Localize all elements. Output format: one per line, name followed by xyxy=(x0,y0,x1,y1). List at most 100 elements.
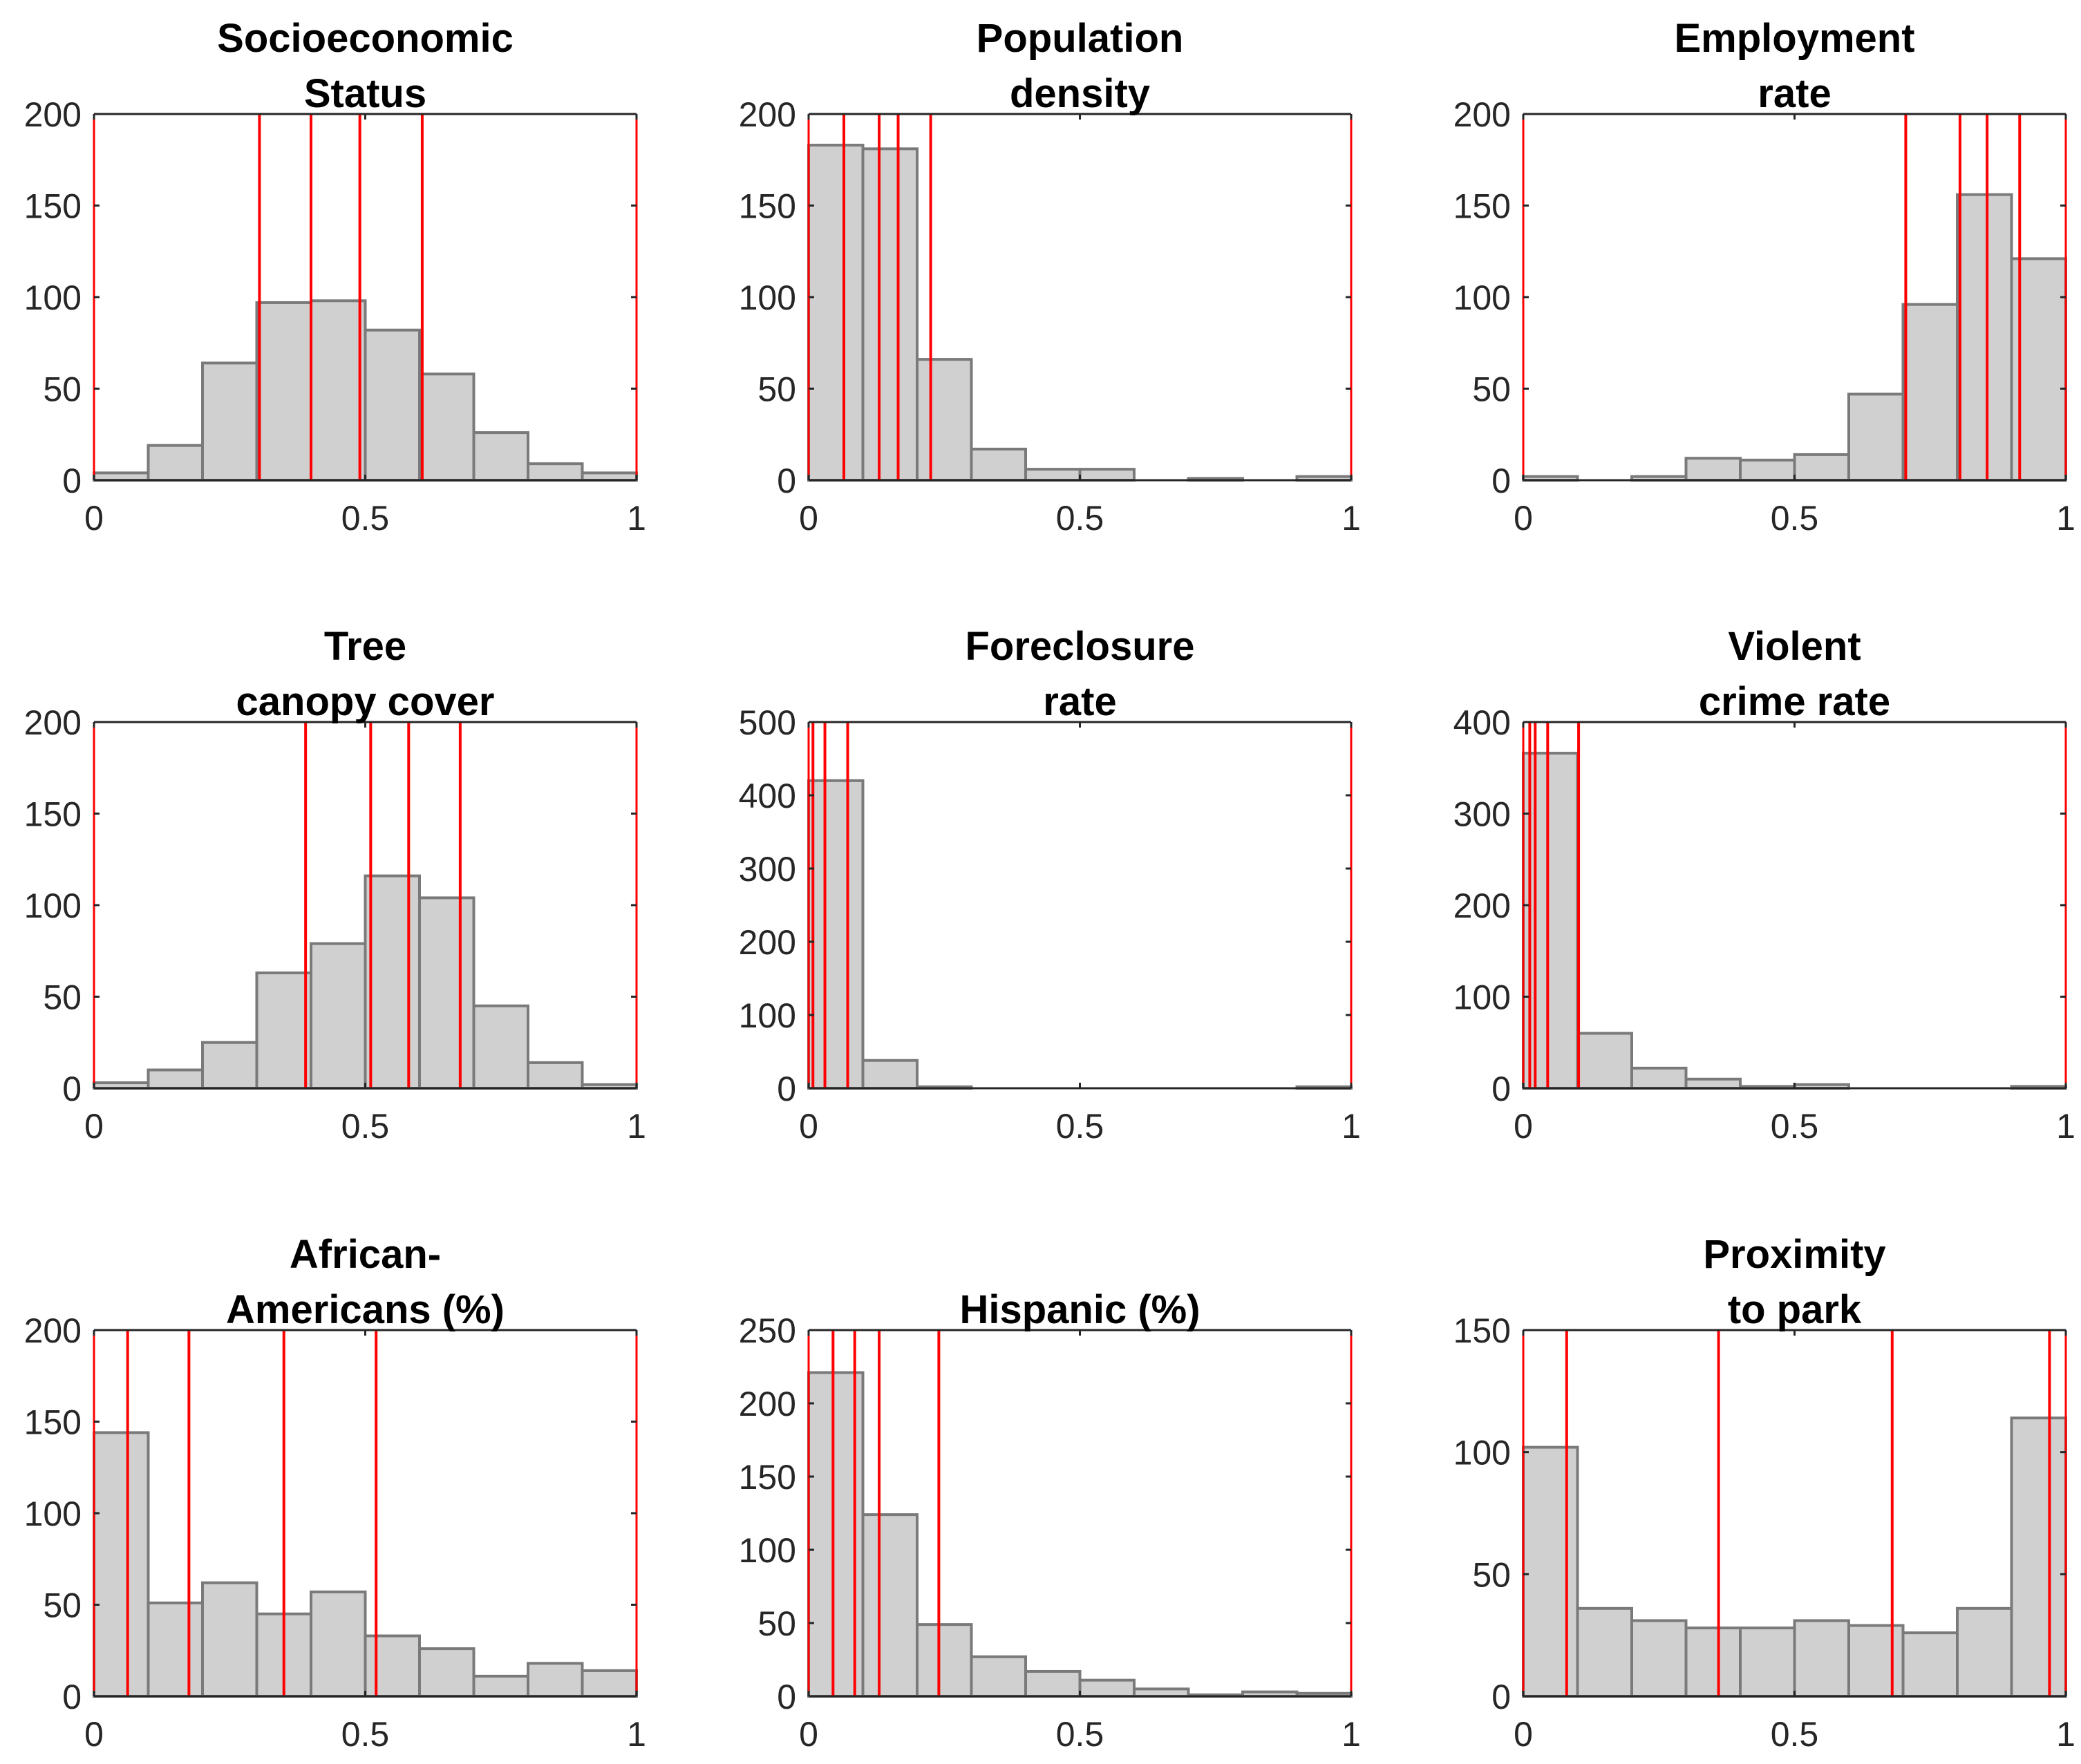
histogram-bar xyxy=(1739,1627,1796,1698)
x-tick-label: 0 xyxy=(84,1715,104,1754)
x-tick-label: 0 xyxy=(799,1107,818,1146)
y-tick-label: 100 xyxy=(739,996,796,1035)
x-tick-label: 1 xyxy=(627,499,646,538)
histogram-bar xyxy=(255,301,312,482)
histogram-panel: 0 100 200 300 400 500 0 0.5 1 Foreclosure rate xyxy=(739,624,1361,1146)
y-tick-label: 300 xyxy=(1453,795,1511,834)
y-tick-label: 500 xyxy=(739,703,796,742)
y-tick-label: 50 xyxy=(43,370,82,409)
histogram-panel: 0 50 100 150 200 250 0 0.5 1 Hispanic (%) xyxy=(739,1287,1361,1754)
histogram-panel: 0 50 100 150 0 0.5 1 Proximity to park xyxy=(1453,1232,2075,1754)
histogram-bar xyxy=(1684,1627,1742,1698)
chart-title: density xyxy=(1010,71,1150,116)
y-tick-label: 0 xyxy=(62,1678,82,1716)
y-tick-label: 150 xyxy=(24,795,82,834)
y-tick-label: 50 xyxy=(757,1604,796,1643)
y-tick-label: 300 xyxy=(739,850,796,889)
histogram-bar xyxy=(527,462,584,482)
y-tick-label: 250 xyxy=(739,1311,796,1350)
histogram-bar xyxy=(1630,1619,1688,1698)
histogram-bar xyxy=(1847,392,1905,482)
x-tick-label: 0.5 xyxy=(341,1107,390,1146)
x-tick-label: 1 xyxy=(2056,1715,2075,1754)
x-tick-label: 0.5 xyxy=(341,1715,390,1754)
histogram-bar xyxy=(1024,468,1082,482)
chart-title: Socioeconomic xyxy=(217,16,514,61)
histogram-panel: 0 50 100 150 200 0 0.5 1 African- Americans (%) xyxy=(24,1232,646,1754)
chart-title: to park xyxy=(1728,1287,1862,1332)
y-tick-label: 50 xyxy=(43,1586,82,1625)
y-tick-label: 0 xyxy=(1491,1678,1511,1716)
y-tick-label: 0 xyxy=(777,1070,796,1108)
histogram-bar xyxy=(1630,1066,1688,1090)
histogram-panel: 0 50 100 150 200 0 0.5 1 Population density xyxy=(739,16,1361,538)
histogram-bar xyxy=(1078,468,1136,482)
y-tick-label: 50 xyxy=(757,370,796,409)
y-tick-label: 0 xyxy=(62,1070,82,1108)
histogram-bar xyxy=(201,361,258,482)
chart-title: Employment xyxy=(1674,16,1914,61)
chart-title: African- xyxy=(290,1232,441,1277)
histogram-bar xyxy=(970,447,1027,482)
histogram-bar xyxy=(472,1674,529,1698)
histogram-bar xyxy=(1576,1032,1633,1090)
y-tick-label: 200 xyxy=(1453,886,1511,925)
x-tick-label: 0 xyxy=(1514,499,1533,538)
histogram-bar xyxy=(1956,1606,2013,1698)
histogram-bar xyxy=(93,1431,150,1698)
y-tick-label: 100 xyxy=(24,1495,82,1533)
histogram-bar xyxy=(310,299,367,482)
chart-title: Status xyxy=(304,71,426,116)
x-tick-label: 1 xyxy=(2056,499,2075,538)
histogram-panel: 0 50 100 150 200 0 0.5 1 Socioeconomic Status xyxy=(24,16,646,538)
histogram-bar xyxy=(1901,303,1959,482)
histogram-bar xyxy=(364,874,421,1090)
x-tick-label: 0.5 xyxy=(1056,499,1104,538)
histogram-bar xyxy=(807,779,865,1090)
chart-title: Americans (%) xyxy=(226,1287,505,1332)
y-tick-label: 50 xyxy=(43,978,82,1017)
histogram-bar xyxy=(1522,1445,1579,1698)
histogram-bar xyxy=(147,444,204,482)
x-tick-label: 0.5 xyxy=(1056,1107,1104,1146)
histogram-bar xyxy=(1576,1606,1633,1698)
histogram-bar xyxy=(1739,458,1796,482)
x-tick-label: 0.5 xyxy=(1056,1715,1104,1754)
histogram-bar xyxy=(147,1068,204,1090)
x-tick-label: 0 xyxy=(799,499,818,538)
y-tick-label: 200 xyxy=(24,95,82,134)
histogram-bar xyxy=(310,1590,367,1698)
chart-title: Hispanic (%) xyxy=(959,1287,1200,1332)
histogram-bar xyxy=(970,1655,1027,1698)
y-tick-label: 0 xyxy=(1491,462,1511,500)
chart-title: crime rate xyxy=(1699,679,1890,724)
histogram-bar xyxy=(861,1513,919,1698)
histogram-panel: 0 50 100 150 200 0 0.5 1 Tree canopy cover xyxy=(24,624,646,1146)
y-tick-label: 400 xyxy=(1453,703,1511,742)
x-tick-label: 1 xyxy=(2056,1107,2075,1146)
chart-title: Foreclosure xyxy=(966,624,1195,669)
x-tick-label: 1 xyxy=(627,1107,646,1146)
histogram-panel: 0 50 100 150 200 0 0.5 1 Employment rate xyxy=(1453,16,2075,538)
histogram-bar xyxy=(201,1041,258,1090)
chart-title: Population xyxy=(977,16,1184,61)
y-tick-label: 200 xyxy=(24,703,82,742)
histogram-bar xyxy=(472,1004,529,1090)
histogram-bar xyxy=(916,358,973,482)
histogram-bar xyxy=(1684,1077,1742,1090)
histogram-bar xyxy=(1956,193,2013,482)
histogram-bar xyxy=(581,1669,638,1698)
chart-title: canopy cover xyxy=(236,679,495,724)
y-tick-label: 200 xyxy=(739,1385,796,1423)
y-tick-label: 200 xyxy=(24,1311,82,1350)
y-tick-label: 0 xyxy=(777,462,796,500)
y-tick-label: 150 xyxy=(24,1403,82,1442)
histogram-bar xyxy=(527,1662,584,1698)
histogram-bar xyxy=(1793,453,1850,482)
histogram-bar xyxy=(418,1647,475,1698)
x-tick-label: 0.5 xyxy=(341,499,390,538)
histogram-bar xyxy=(364,1634,421,1698)
y-tick-label: 0 xyxy=(62,462,82,500)
